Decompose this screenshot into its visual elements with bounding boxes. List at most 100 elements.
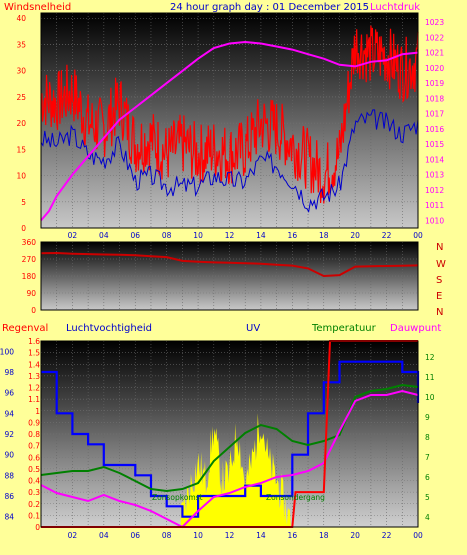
compass-s: S <box>436 275 442 286</box>
x-tick-label: 04 <box>99 231 109 240</box>
x-tick-label: 08 <box>162 231 172 240</box>
wind-tick-label: 25 <box>16 93 26 102</box>
temperature-label: Temperatuur <box>311 323 377 334</box>
compass-w: W <box>436 259 446 270</box>
pressure-tick-label: 1015 <box>425 140 444 149</box>
rain-tick-label: 1.6 <box>28 337 40 346</box>
x-tick-label: 10 <box>193 231 203 240</box>
series-temperature <box>40 383 419 493</box>
humidity-tick-label: 86 <box>4 492 14 501</box>
chart-title: 24 hour graph day : 01 December 2015 <box>170 2 369 13</box>
x-tick-label: 12 <box>225 531 235 540</box>
pressure-tick-label: 1017 <box>425 110 444 119</box>
temp-tick-label: 11 <box>425 373 435 382</box>
pressure-label: Luchtdruk <box>370 2 420 13</box>
rain-tick-label: 1 <box>35 407 40 416</box>
x-tick-label: 16 <box>288 531 298 540</box>
temp-tick-label: 8 <box>425 433 430 442</box>
wind-tick-label: 30 <box>16 67 26 76</box>
rain-tick-label: 0.8 <box>28 430 40 439</box>
pressure-tick-label: 1012 <box>425 186 444 195</box>
rain-tick-label: 0.6 <box>28 453 40 462</box>
wind-tick-label: 15 <box>16 145 26 154</box>
wind-speed-label: Windsnelheid <box>4 2 71 13</box>
x-tick-label: 06 <box>130 231 140 240</box>
x-tick-label: 04 <box>99 531 109 540</box>
rain-tick-label: 1.5 <box>28 349 40 358</box>
x-tick-label: 02 <box>68 231 78 240</box>
x-tick-label: 08 <box>162 531 172 540</box>
rain-tick-label: 0.9 <box>28 418 40 427</box>
humidity-tick-label: 98 <box>4 368 14 377</box>
compass-e: E <box>436 291 442 302</box>
series-wind-direction <box>40 251 419 278</box>
series-wind-gust <box>40 25 419 204</box>
temp-tick-label: 7 <box>425 453 430 462</box>
direction-tick-label: 0 <box>31 306 36 315</box>
rain-tick-label: 0.5 <box>28 465 40 474</box>
pressure-tick-label: 1021 <box>425 49 444 58</box>
wind-tick-label: 10 <box>16 172 26 181</box>
series-dewpoint <box>40 389 419 529</box>
panel3-frame <box>40 340 419 528</box>
x-tick-label: 20 <box>350 531 360 540</box>
wind-tick-label: 5 <box>21 198 26 207</box>
humidity-tick-label: 84 <box>4 513 14 522</box>
rain-tick-label: 1.3 <box>28 372 40 381</box>
wind-tick-label: 35 <box>16 40 26 49</box>
x-tick-label: 22 <box>382 231 392 240</box>
pressure-tick-label: 1014 <box>425 155 444 164</box>
rain-tick-label: 0.4 <box>28 477 40 486</box>
x-tick-label: 22 <box>382 531 392 540</box>
rain-tick-label: 0.1 <box>28 511 40 520</box>
pressure-tick-label: 1013 <box>425 171 444 180</box>
humidity-tick-label: 90 <box>4 451 14 460</box>
humidity-tick-label: 96 <box>4 389 14 398</box>
x-tick-label: 10 <box>193 531 203 540</box>
pressure-tick-label: 1023 <box>425 18 444 27</box>
uv-label: UV <box>246 323 260 334</box>
pressure-tick-label: 1010 <box>425 216 444 225</box>
rain-tick-label: 1.2 <box>28 384 40 393</box>
x-tick-label: 02 <box>68 531 78 540</box>
pressure-tick-label: 1011 <box>425 201 444 210</box>
x-tick-label: 18 <box>319 531 329 540</box>
temp-tick-label: 5 <box>425 493 430 502</box>
compass-n-top: N <box>436 242 443 253</box>
temp-tick-label: 4 <box>425 513 430 522</box>
humidity-tick-label: 92 <box>4 430 14 439</box>
rain-tick-label: 0.2 <box>28 500 40 509</box>
x-tick-label: 00 <box>413 231 423 240</box>
dewpoint-label: Dauwpunt <box>390 323 441 334</box>
wind-tick-label: 20 <box>16 119 26 128</box>
rain-tick-label: 1.1 <box>28 395 40 404</box>
humidity-label: Luchtvochtigheid <box>66 323 152 334</box>
temp-tick-label: 10 <box>425 393 435 402</box>
pressure-tick-label: 1020 <box>425 64 444 73</box>
humidity-tick-label: 88 <box>4 471 14 480</box>
series-uv <box>179 413 293 527</box>
x-tick-label: 18 <box>319 231 329 240</box>
direction-tick-label: 180 <box>22 272 37 281</box>
temp-tick-label: 6 <box>425 473 430 482</box>
sunset-label: Zonsondergang <box>266 493 325 502</box>
wind-tick-label: 40 <box>16 14 26 23</box>
series-wind-avg <box>40 109 419 213</box>
compass-labels: N W S E N <box>436 242 446 318</box>
compass-n-bottom: N <box>436 307 443 318</box>
x-tick-label: 20 <box>350 231 360 240</box>
pressure-tick-label: 1019 <box>425 79 444 88</box>
pressure-tick-label: 1016 <box>425 125 444 134</box>
rain-tick-label: 0 <box>35 523 40 532</box>
humidity-tick-label: 94 <box>4 409 14 418</box>
x-tick-label: 14 <box>256 531 266 540</box>
sunrise-label: Zonsopkomst <box>152 493 203 502</box>
direction-tick-label: 270 <box>22 255 37 264</box>
rain-tick-label: 0.7 <box>28 442 40 451</box>
pressure-tick-label: 1018 <box>425 94 444 103</box>
direction-tick-label: 360 <box>22 238 37 247</box>
x-tick-label: 06 <box>130 531 140 540</box>
x-tick-label: 12 <box>225 231 235 240</box>
temp-tick-label: 12 <box>425 353 435 362</box>
